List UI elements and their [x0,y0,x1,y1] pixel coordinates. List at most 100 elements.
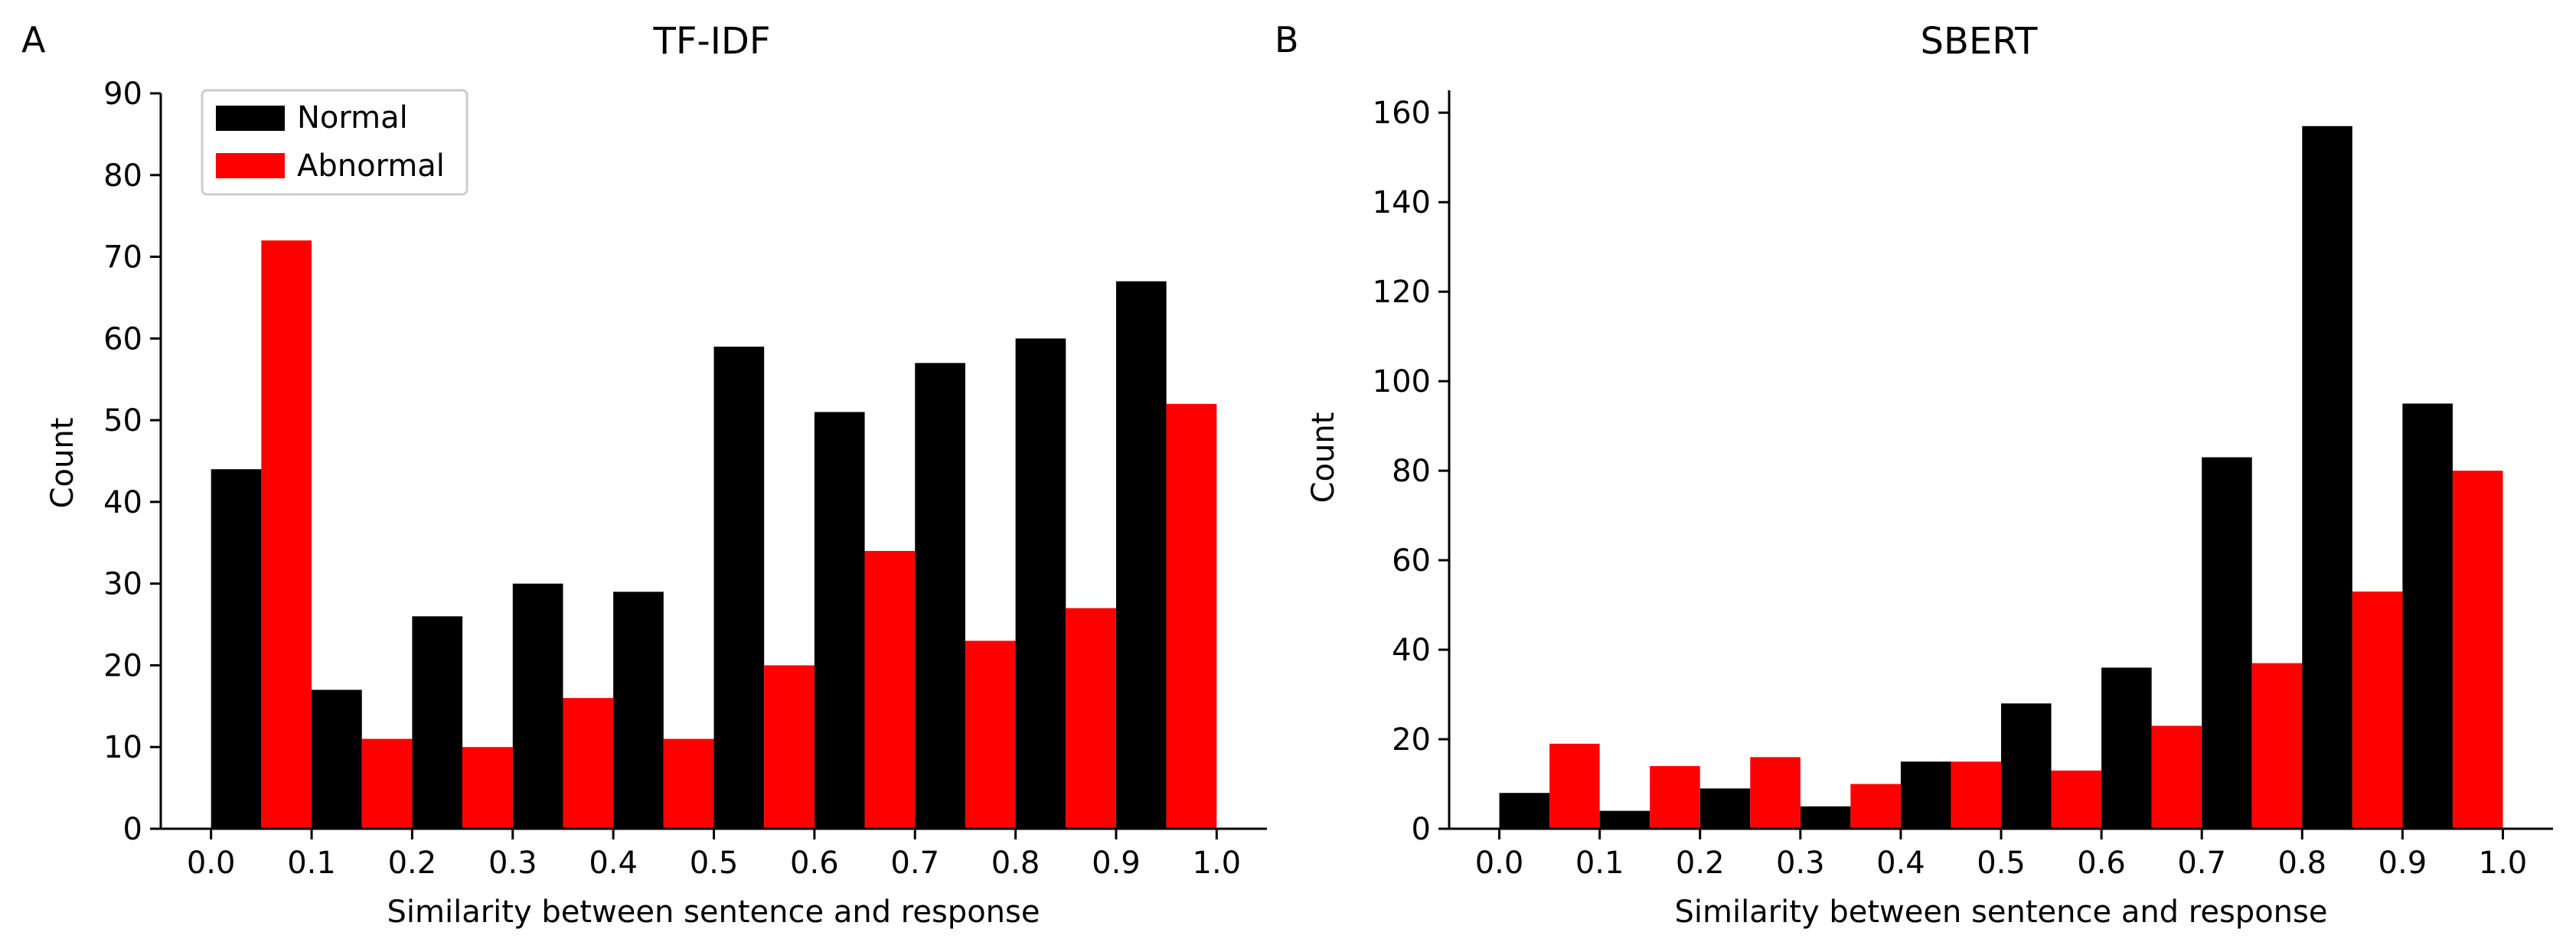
x-tick-label-a-6: 0.6 [790,846,839,881]
y-tick-label-b-2: 40 [1392,633,1431,668]
x-tick-label-b-8: 0.8 [2277,846,2326,881]
y-tick-label-b-0: 0 [1412,812,1431,847]
y-ticks-a: 0 10 20 30 40 50 60 70 80 90 [103,77,161,847]
bar-abnormal-b-1 [1650,766,1700,829]
bar-abnormal-a-7 [965,640,1016,829]
x-ticks-a: 0.0 0.1 0.2 0.3 0.4 0.5 0.6 0.7 0.8 0.9 1.0 [187,829,1241,881]
x-tick-label-a-2: 0.2 [388,846,437,881]
bar-normal-a-5 [713,347,765,829]
x-tick-label-b-10: 1.0 [2479,846,2528,881]
bar-abnormal-b-4 [1951,761,2001,829]
bar-normal-b-4 [1900,761,1951,829]
legend-swatch-normal [216,106,285,131]
panel-label-b: B [1275,19,1299,60]
y-tick-label-a-2: 20 [103,648,142,683]
legend-a: Normal Abnormal [201,89,469,196]
y-axis-label-a: Count [45,418,80,509]
y-tick-label-a-7: 70 [103,240,142,275]
bar-abnormal-a-9 [1166,403,1217,829]
bar-abnormal-a-0 [261,240,312,829]
y-axis-label-b: Count [1306,412,1341,504]
x-tick-label-a-4: 0.4 [589,846,638,881]
bar-normal-a-7 [915,363,965,829]
bar-abnormal-a-4 [663,738,714,829]
y-tick-label-a-0: 0 [123,812,142,847]
bar-abnormal-a-3 [563,698,614,829]
x-tick-label-a-3: 0.3 [488,846,537,881]
x-tick-label-b-5: 0.5 [1977,846,2026,881]
x-tick-label-a-9: 0.9 [1092,846,1141,881]
bar-normal-a-4 [613,592,664,829]
x-tick-label-b-7: 0.7 [2177,846,2226,881]
y-tick-label-a-3: 30 [103,567,142,602]
bar-normal-b-3 [1800,806,1851,829]
x-axis-label-a: Similarity between sentence and response [387,895,1040,930]
bar-abnormal-b-7 [2251,663,2303,829]
x-tick-label-b-3: 0.3 [1776,846,1825,881]
bar-abnormal-a-6 [864,550,916,829]
legend-swatch-abnormal [216,153,285,178]
bars-b [1499,125,2503,830]
bar-normal-a-3 [512,583,563,829]
bar-normal-a-9 [1115,281,1167,830]
bar-abnormal-a-8 [1066,608,1116,829]
bar-abnormal-a-5 [764,665,815,829]
bar-normal-b-9 [2402,403,2453,829]
x-tick-label-a-0: 0.0 [187,846,236,881]
y-ticks-b: 0 20 40 60 80 100 120 140 160 [1373,96,1449,847]
bar-abnormal-b-8 [2352,592,2403,829]
bar-normal-a-6 [814,412,865,829]
x-tick-label-b-6: 0.6 [2077,846,2126,881]
bar-normal-b-8 [2302,125,2352,830]
bar-normal-a-8 [1015,338,1066,829]
bar-abnormal-b-3 [1850,784,1901,829]
x-tick-label-b-0: 0.0 [1475,846,1524,881]
x-axis-label-b: Similarity between sentence and response [1675,895,2328,930]
y-tick-label-b-4: 80 [1392,454,1431,489]
x-tick-label-a-5: 0.5 [690,846,739,881]
bar-abnormal-b-6 [2151,725,2202,829]
y-tick-label-b-3: 60 [1392,543,1431,579]
bar-abnormal-a-1 [361,738,413,829]
x-tick-label-a-7: 0.7 [890,846,939,881]
panel-label-a: A [21,19,46,60]
bar-normal-b-1 [1599,810,1650,829]
chart-title-b: SBERT [1921,20,2039,63]
x-ticks-b: 0.0 0.1 0.2 0.3 0.4 0.5 0.6 0.7 0.8 0.9 1.0 [1475,829,2528,881]
bar-normal-a-2 [412,616,463,829]
legend-label-abnormal: Abnormal [297,148,445,184]
y-tick-label-a-9: 90 [103,77,142,112]
x-tick-label-a-8: 0.8 [991,846,1040,881]
bar-normal-b-5 [2001,703,2052,829]
y-tick-label-b-8: 160 [1373,96,1431,131]
bar-normal-b-2 [1699,788,1751,829]
y-tick-label-b-5: 100 [1373,364,1431,399]
y-tick-label-a-6: 60 [103,321,142,357]
y-tick-label-a-5: 50 [103,403,142,438]
x-tick-label-a-1: 0.1 [287,846,336,881]
bar-normal-b-0 [1499,793,1550,829]
bar-normal-b-7 [2202,457,2252,829]
bars-a [211,240,1217,830]
x-tick-label-b-1: 0.1 [1575,846,1624,881]
y-tick-label-a-8: 80 [103,158,142,194]
plot-area-b: 0 20 40 60 80 100 120 140 160 0.0 0.1 0.2 0.3 0.4 0.5… [1373,90,2553,881]
legend-label-normal: Normal [297,100,408,135]
bar-abnormal-a-2 [462,747,513,829]
y-tick-label-a-4: 40 [103,485,142,520]
bar-normal-a-1 [312,689,362,829]
bar-normal-a-0 [211,469,262,829]
y-tick-label-b-7: 140 [1373,185,1431,220]
x-tick-label-b-2: 0.2 [1676,846,1725,881]
x-tick-label-a-10: 1.0 [1193,846,1242,881]
bar-abnormal-b-0 [1549,743,1600,829]
bar-abnormal-b-5 [2051,770,2102,829]
y-tick-label-b-6: 120 [1373,275,1431,310]
chart-title-a: TF-IDF [653,20,771,63]
y-tick-label-a-1: 10 [103,730,142,765]
bar-abnormal-b-9 [2452,471,2503,829]
